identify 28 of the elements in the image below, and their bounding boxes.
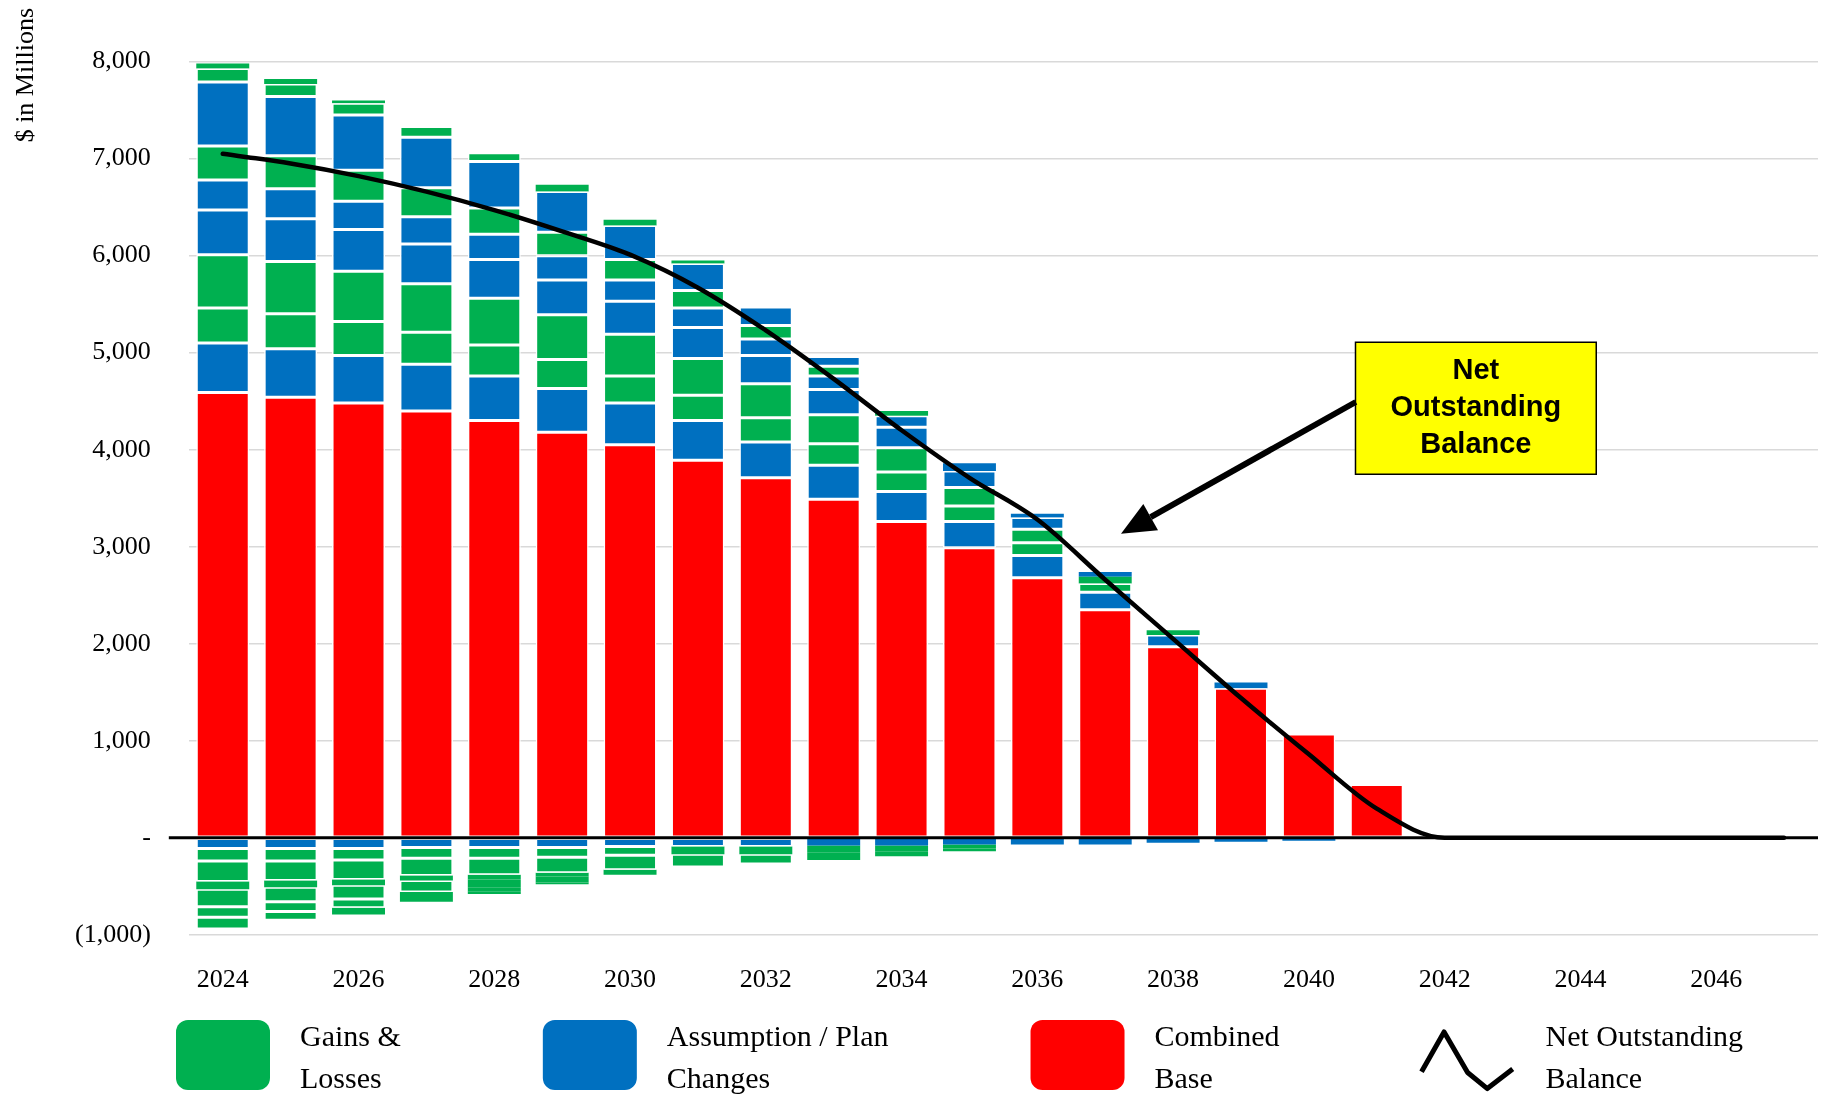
y-tick-label: 5,000 [92, 336, 151, 366]
y-tick-label: - [142, 821, 151, 851]
legend-label: Assumption / Plan Changes [666, 1018, 889, 1094]
x-tick-label: 2040 [1282, 964, 1335, 994]
x-tick-label: 2034 [875, 964, 928, 994]
x-tick-label: 2046 [1690, 964, 1743, 994]
x-tick-label: 2026 [332, 964, 385, 994]
x-tick-label: 2038 [1147, 964, 1200, 994]
x-tick-label: 2030 [604, 964, 657, 994]
x-tick-label: 2024 [196, 964, 249, 994]
annotation: Net Outstanding Balance [1390, 353, 1562, 460]
y-tick-label: 2,000 [92, 627, 151, 657]
x-tick-label: 2044 [1554, 964, 1607, 994]
x-tick-label: 2032 [739, 964, 792, 994]
y-tick-label: 4,000 [92, 433, 151, 463]
y-tick-label: 6,000 [92, 239, 151, 269]
y-tick-label: 1,000 [92, 724, 151, 754]
y-tick-label: 8,000 [92, 45, 151, 75]
legend-label: Gains & Losses [300, 1018, 401, 1094]
legend-label: Combined Base [1154, 1018, 1280, 1094]
y-tick-label: 3,000 [92, 530, 151, 560]
y-tick-label: (1,000) [74, 918, 151, 948]
x-tick-label: 2036 [1011, 964, 1064, 994]
x-tick-label: 2042 [1418, 964, 1471, 994]
legend-label: Net Outstanding Balance [1545, 1018, 1744, 1094]
y-axis-title: $ in Millions [9, 8, 39, 143]
y-tick-label: 7,000 [92, 142, 151, 172]
x-tick-label: 2028 [468, 964, 521, 994]
